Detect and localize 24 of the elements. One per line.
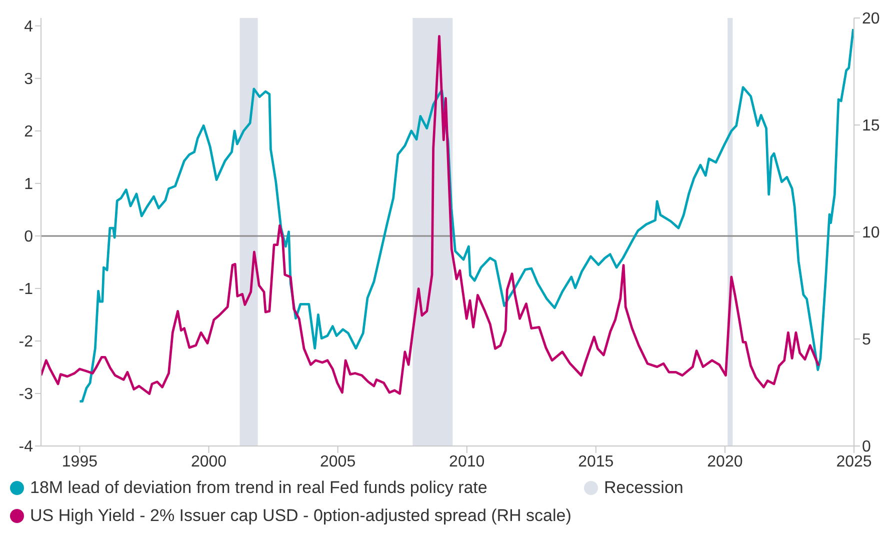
y-tick-label: -1: [18, 281, 34, 298]
y-tick-label: 1: [24, 176, 34, 194]
y-tick-label: -3: [18, 386, 34, 404]
y2-tick-label: 20: [862, 10, 880, 28]
x-tick-label: 2000: [190, 453, 227, 470]
y-tick-label: -2: [18, 334, 34, 351]
y2-tick-label: 10: [862, 224, 880, 242]
y-tick-label: 0: [24, 228, 34, 246]
x-tick-label: 2015: [578, 453, 614, 470]
legend-label: US High Yield - 2% Issuer cap USD - 0ption-adjusted spread (RH scale): [30, 506, 572, 526]
y2-tick-label: 0: [862, 438, 871, 456]
y-tick-label: 4: [24, 18, 34, 36]
x-tick-label: 2005: [320, 453, 356, 470]
x-tick-label: 2025: [836, 453, 872, 470]
y-tick-label: 2: [24, 124, 34, 141]
x-tick-label: 1995: [62, 453, 98, 470]
y-tick-label: 3: [24, 71, 34, 88]
legend-label: 18M lead of deviation from trend in real Fed funds policy rate: [30, 478, 488, 498]
y2-tick-label: 5: [862, 332, 871, 349]
x-tick-label: 2020: [707, 453, 743, 470]
legend-label: Recession: [604, 478, 684, 498]
y-tick-label: -4: [18, 438, 34, 456]
y2-tick-label: 15: [862, 118, 880, 135]
x-tick-label: 2010: [449, 453, 485, 470]
